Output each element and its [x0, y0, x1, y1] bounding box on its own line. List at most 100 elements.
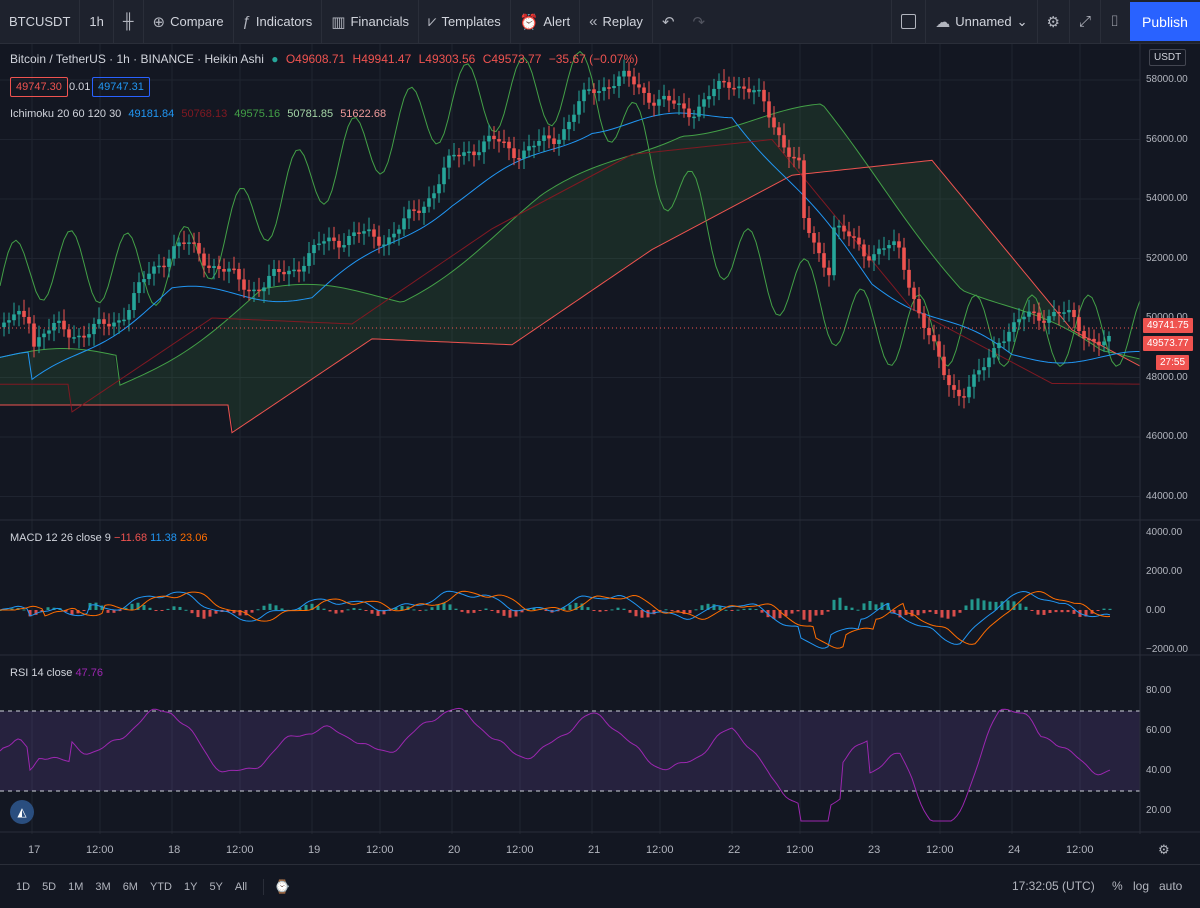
- tradingview-logo-icon[interactable]: ◭: [10, 800, 34, 824]
- alert-button[interactable]: ⏰ Alert: [511, 0, 581, 43]
- candle-body: [647, 92, 651, 103]
- macd-bar: [544, 610, 548, 611]
- macd-bar: [592, 610, 596, 611]
- replay-button[interactable]: « Replay: [580, 0, 653, 43]
- camera-icon: ⌷: [1109, 13, 1119, 30]
- candle-body: [672, 100, 676, 104]
- candle-body: [952, 385, 956, 390]
- candle-body: [262, 287, 266, 292]
- range-button[interactable]: 1M: [68, 880, 84, 893]
- macd-bar: [448, 604, 452, 610]
- macd-bar: [202, 610, 206, 619]
- macd-bar: [652, 610, 656, 615]
- macd-bar: [298, 607, 302, 610]
- publish-button[interactable]: Publish: [1130, 2, 1200, 41]
- symbol-search-button[interactable]: BTCUSDT: [0, 0, 81, 43]
- multi-layout-toggle[interactable]: [891, 0, 925, 43]
- candle-body: [367, 229, 371, 232]
- compare-button[interactable]: ⊕ Compare: [144, 0, 234, 43]
- candle-body: [657, 99, 661, 106]
- range-button[interactable]: All: [234, 880, 248, 893]
- currency-label[interactable]: USDT: [1149, 49, 1187, 66]
- macd-bar: [910, 610, 914, 617]
- candle-body: [1057, 311, 1061, 314]
- date-ranges: 1D 5D 1M 3M 6M YTD 1Y 5Y All: [0, 881, 253, 893]
- candle-body: [987, 357, 991, 368]
- macd-bar: [1006, 600, 1010, 610]
- macd-bar: [754, 608, 758, 610]
- time-tick: 12:00: [366, 844, 394, 856]
- candle-body: [162, 265, 166, 268]
- macd-bar: [70, 610, 74, 615]
- clock[interactable]: 17:32:05 (UTC): [1012, 878, 1095, 893]
- time-tick: 12:00: [926, 844, 954, 856]
- templates-button[interactable]: ⩗ Templates: [419, 0, 511, 43]
- candle-body: [612, 86, 616, 89]
- scale-tick: 44000.00: [1146, 490, 1188, 502]
- macd-bar: [700, 605, 704, 610]
- range-button[interactable]: 1D: [16, 880, 31, 893]
- chart-canvas[interactable]: [0, 44, 1200, 864]
- macd-bar: [646, 610, 650, 618]
- chart-type-button[interactable]: ╫: [114, 0, 144, 43]
- candle-body: [682, 103, 686, 109]
- range-button[interactable]: 6M: [122, 880, 138, 893]
- layout-name-button[interactable]: ☁ Unnamed ⌄: [925, 0, 1036, 43]
- candle-body: [67, 329, 71, 338]
- goto-date-icon[interactable]: ⌚: [263, 878, 290, 895]
- candle-body: [257, 289, 261, 292]
- interval-button[interactable]: 1h: [80, 0, 114, 43]
- macd-bar: [568, 604, 572, 610]
- macd-bar: [898, 610, 902, 618]
- auto-toggle[interactable]: auto: [1159, 878, 1183, 893]
- range-button[interactable]: 5Y: [209, 880, 223, 893]
- axis-settings-gear-icon[interactable]: ⚙: [1158, 842, 1170, 857]
- sell-button[interactable]: 49747.30: [10, 77, 68, 97]
- close-price-tag: 49573.77: [1143, 336, 1193, 351]
- range-button[interactable]: 1Y: [183, 880, 198, 893]
- macd-bar: [736, 609, 740, 611]
- candle-body: [227, 268, 231, 272]
- financials-button[interactable]: ▥ Financials: [322, 0, 419, 43]
- candle-body: [942, 356, 946, 376]
- candle-body: [302, 265, 306, 272]
- candle-body: [137, 282, 141, 294]
- candle-body: [817, 242, 821, 254]
- macd-bar: [154, 610, 158, 611]
- rsi-legend[interactable]: RSI 14 close 47.76: [10, 667, 103, 679]
- candle-body: [982, 367, 986, 371]
- candle-body: [287, 270, 291, 275]
- candle-body: [177, 242, 181, 247]
- ichimoku-legend[interactable]: Ichimoku 20 60 120 30 49181.84 50768.13 …: [10, 108, 390, 120]
- log-toggle[interactable]: log: [1133, 878, 1150, 893]
- snapshot-button[interactable]: ⌷: [1099, 0, 1128, 43]
- macd-legend[interactable]: MACD 12 26 close 9 −11.68 11.38 23.06: [10, 532, 207, 544]
- macd-bar: [412, 609, 416, 611]
- percent-toggle[interactable]: %: [1112, 878, 1123, 893]
- macd-bar: [1060, 610, 1064, 613]
- macd-bar: [1018, 603, 1022, 610]
- scale-tick: 20.00: [1146, 805, 1172, 816]
- macd-bar: [658, 610, 662, 611]
- settings-button[interactable]: ⚙: [1036, 0, 1069, 43]
- candle-body: [827, 267, 831, 276]
- range-button[interactable]: YTD: [149, 880, 172, 893]
- replay-label: Replay: [602, 14, 643, 29]
- macd-bar: [826, 610, 830, 612]
- fullscreen-button[interactable]: ⤢: [1068, 0, 1100, 43]
- macd-bar: [436, 604, 440, 610]
- scale-tick: 52000.00: [1146, 252, 1188, 264]
- indicators-button[interactable]: ƒ Indicators: [234, 0, 323, 43]
- rsi-pane: [0, 707, 1140, 822]
- candle-body: [777, 127, 781, 136]
- square-icon: [901, 14, 917, 29]
- undo-button[interactable]: ↶: [653, 0, 684, 43]
- templates-label: Templates: [441, 14, 501, 29]
- range-button[interactable]: 3M: [95, 880, 111, 893]
- candle-body: [217, 266, 221, 269]
- redo-button[interactable]: ↷: [684, 0, 715, 43]
- range-button[interactable]: 5D: [42, 880, 57, 893]
- macd-bar: [340, 610, 344, 613]
- buy-button[interactable]: 49747.31: [92, 77, 150, 97]
- candle-body: [322, 241, 326, 244]
